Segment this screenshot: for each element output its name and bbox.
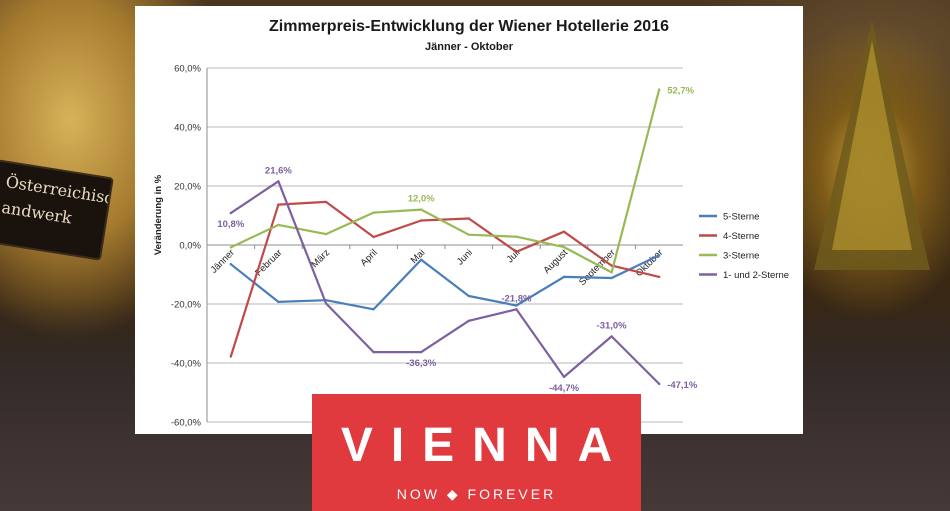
data-label: 21,6% bbox=[265, 165, 292, 176]
x-tick-label: August bbox=[541, 247, 570, 276]
chart-subtitle: Jänner - Oktober bbox=[424, 41, 514, 53]
x-tick-label: Juni bbox=[455, 247, 475, 267]
data-label: -21,8% bbox=[501, 293, 532, 304]
data-label: 10,8% bbox=[217, 219, 244, 230]
data-point-4-sterne bbox=[229, 355, 232, 358]
data-point-3-sterne bbox=[277, 223, 280, 227]
y-tick-label: -20,0% bbox=[171, 300, 202, 311]
data-point-5-sterne bbox=[229, 262, 232, 266]
chart-title: Zimmerpreis-Entwicklung der Wiener Hotel… bbox=[269, 18, 669, 35]
market-stall-sign: Österreichisches andwerk bbox=[0, 159, 114, 261]
data-point-1-und-2-sterne bbox=[562, 375, 566, 379]
data-point-1-und-2-sterne bbox=[610, 335, 613, 338]
data-point-3-sterne bbox=[372, 211, 375, 214]
data-point-3-sterne bbox=[658, 88, 661, 91]
data-point-1-und-2-sterne bbox=[515, 308, 518, 311]
data-point-3-sterne bbox=[515, 235, 518, 238]
series-line-3-sterne bbox=[230, 89, 661, 274]
data-point-5-sterne bbox=[658, 254, 661, 257]
legend-label: 3-Sterne bbox=[723, 251, 759, 262]
legend-label: 5-Sterne bbox=[723, 212, 759, 223]
x-tick-label: Februar bbox=[253, 247, 284, 278]
chart-panel: Zimmerpreis-Entwicklung der Wiener Hotel… bbox=[135, 6, 803, 434]
legend-label: 1- und 2-Sterne bbox=[723, 270, 789, 281]
christmas-tree-photo bbox=[814, 20, 930, 270]
data-point-4-sterne bbox=[420, 219, 423, 222]
brand-tagline: NOW ◆ FOREVER bbox=[396, 486, 557, 502]
y-tick-label: -40,0% bbox=[171, 359, 202, 370]
data-label: -47,1% bbox=[667, 380, 698, 391]
series-line-5-sterne bbox=[230, 254, 660, 311]
brand-name: VIENNA bbox=[340, 419, 631, 472]
data-point-3-sterne bbox=[467, 233, 470, 236]
data-point-4-sterne bbox=[515, 250, 518, 253]
data-label: -36,3% bbox=[406, 358, 437, 369]
y-tick-label: 40,0% bbox=[174, 123, 201, 134]
series-line-4-sterne bbox=[229, 200, 660, 357]
data-label: 12,0% bbox=[408, 194, 435, 205]
data-point-4-sterne bbox=[467, 217, 470, 220]
y-tick-label: 20,0% bbox=[174, 182, 201, 193]
data-point-1-und-2-sterne bbox=[324, 302, 328, 305]
data-point-1-und-2-sterne bbox=[658, 382, 661, 386]
data-point-3-sterne bbox=[610, 271, 613, 274]
vienna-banner: VIENNA NOW ◆ FOREVER bbox=[312, 394, 641, 511]
y-axis-label: Veränderung in % bbox=[153, 174, 164, 255]
data-point-3-sterne bbox=[229, 246, 232, 249]
data-point-5-sterne bbox=[467, 294, 470, 298]
data-point-1-und-2-sterne bbox=[229, 211, 232, 215]
data-point-1-und-2-sterne bbox=[277, 180, 280, 183]
data-point-1-und-2-sterne bbox=[420, 350, 423, 354]
data-point-5-sterne bbox=[610, 276, 613, 280]
series-line-1-und-2-sterne bbox=[230, 180, 660, 385]
y-tick-label: 60,0% bbox=[174, 64, 201, 75]
data-point-3-sterne bbox=[562, 245, 566, 249]
data-point-4-sterne bbox=[277, 203, 280, 206]
data-point-4-sterne bbox=[562, 230, 566, 233]
data-label: -31,0% bbox=[597, 320, 628, 331]
data-point-5-sterne bbox=[420, 258, 423, 261]
y-tick-label: -60,0% bbox=[171, 418, 202, 429]
data-point-3-sterne bbox=[420, 208, 423, 211]
x-tick-label: September bbox=[577, 247, 618, 288]
data-point-4-sterne bbox=[324, 200, 328, 204]
data-label: 52,7% bbox=[667, 86, 694, 97]
data-point-5-sterne bbox=[515, 304, 518, 307]
data-point-1-und-2-sterne bbox=[467, 319, 470, 323]
x-tick-label: April bbox=[358, 247, 379, 268]
data-point-5-sterne bbox=[562, 275, 566, 279]
data-point-3-sterne bbox=[324, 232, 328, 236]
x-tick-label: Jänner bbox=[209, 247, 237, 275]
data-point-1-und-2-sterne bbox=[372, 350, 375, 354]
data-point-4-sterne bbox=[372, 235, 375, 239]
data-point-5-sterne bbox=[277, 300, 280, 304]
y-tick-label: 0,0% bbox=[179, 241, 201, 252]
data-point-5-sterne bbox=[372, 308, 375, 311]
data-point-4-sterne bbox=[658, 275, 661, 279]
data-label: -44,7% bbox=[549, 383, 580, 394]
legend-label: 4-Sterne bbox=[723, 231, 759, 242]
line-chart: -60,0% -40,0% -20,0% 0,0% 20,0% 40,0% 60,0% Ver… bbox=[153, 64, 789, 429]
